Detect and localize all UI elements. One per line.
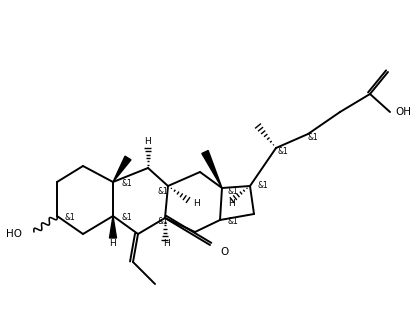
Polygon shape	[110, 216, 116, 238]
Text: O: O	[220, 247, 228, 257]
Text: &1: &1	[308, 133, 319, 143]
Text: &1: &1	[278, 148, 289, 156]
Text: H: H	[228, 199, 235, 208]
Text: &1: &1	[122, 180, 133, 188]
Text: &1: &1	[228, 218, 239, 226]
Text: H: H	[110, 240, 116, 248]
Text: OH: OH	[395, 107, 411, 117]
Text: &1: &1	[65, 214, 76, 223]
Polygon shape	[202, 150, 222, 188]
Text: &1: &1	[228, 187, 239, 197]
Text: &1: &1	[158, 218, 169, 226]
Text: HO: HO	[6, 229, 22, 239]
Text: H: H	[163, 240, 171, 248]
Text: &1: &1	[158, 187, 169, 197]
Text: &1: &1	[122, 214, 133, 223]
Polygon shape	[113, 156, 131, 182]
Text: H: H	[193, 199, 200, 208]
Text: H: H	[145, 138, 151, 147]
Text: &1: &1	[258, 181, 269, 191]
